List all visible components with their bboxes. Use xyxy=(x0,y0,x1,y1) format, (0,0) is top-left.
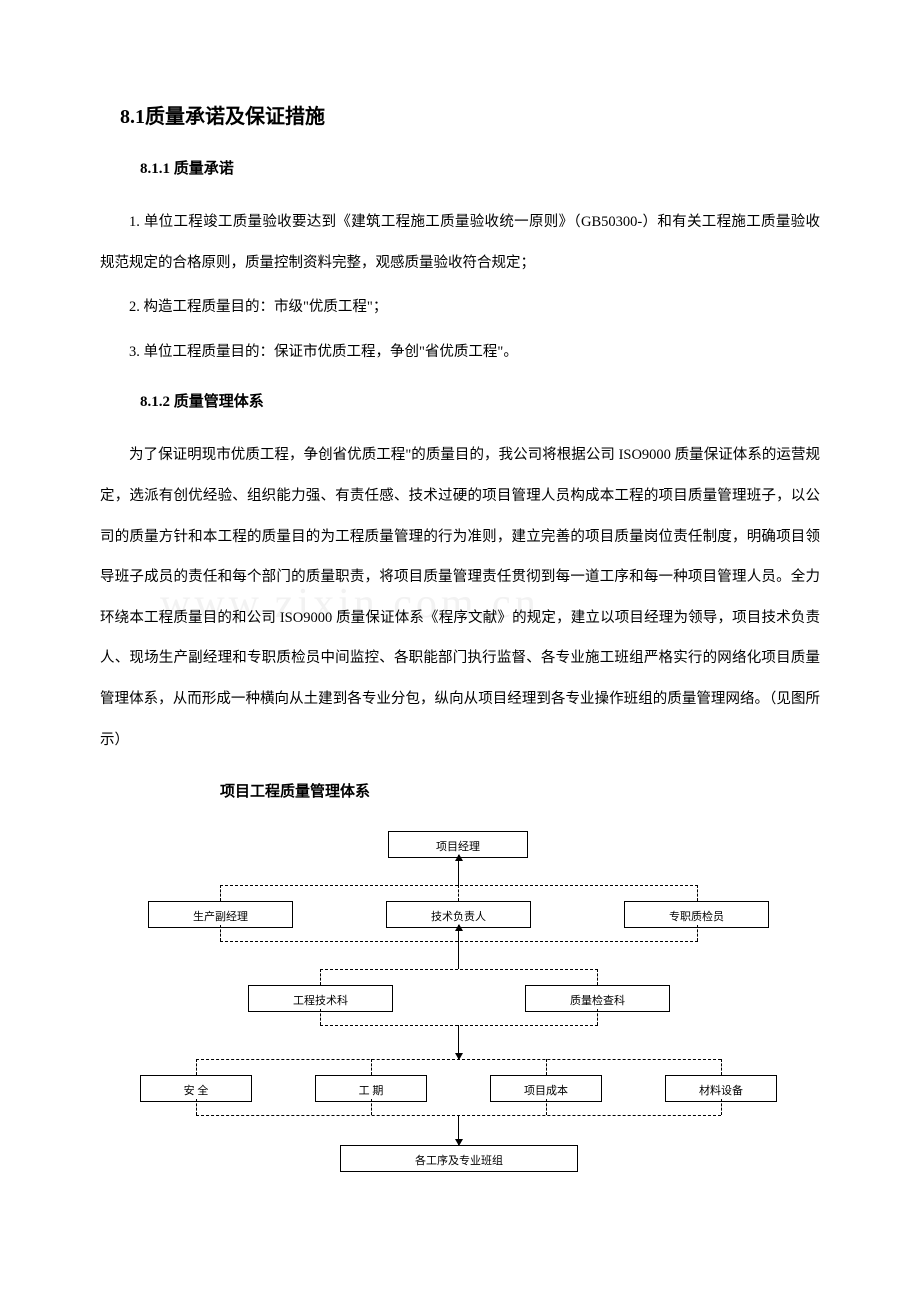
node-qc-dept: 质量检查科 xyxy=(525,985,670,1012)
subsection-8-1-2-title: 8.1.2 质量管理体系 xyxy=(140,390,820,411)
dashed-r3-right xyxy=(597,969,598,985)
diagram-title: 项目工程质量管理体系 xyxy=(220,780,820,801)
arrow-l3-l4 xyxy=(458,1025,459,1059)
dashed-row-2 xyxy=(220,941,698,942)
dashed-row-3 xyxy=(320,969,598,970)
paragraph-3: 3. 单位工程质量目的：保证市优质工程，争创"省优质工程"。 xyxy=(100,332,820,373)
dashed-r1-right xyxy=(697,885,698,901)
dashed-r3-left xyxy=(320,969,321,985)
dashed-r4b-1 xyxy=(196,1099,197,1115)
arrow-l4-l5 xyxy=(458,1115,459,1145)
node-schedule: 工 期 xyxy=(315,1075,427,1102)
dashed-r4b-3 xyxy=(546,1099,547,1115)
paragraph-1: 1. 单位工程竣工质量验收要达到《建筑工程施工质量验收统一原则》（GB50300… xyxy=(100,202,820,283)
dashed-r2-left-d xyxy=(220,925,221,941)
dashed-r1-mid xyxy=(458,885,459,901)
node-deputy-manager: 生产副经理 xyxy=(148,901,293,928)
dashed-r3b-left xyxy=(320,1009,321,1025)
node-work-teams: 各工序及专业班组 xyxy=(340,1145,578,1172)
dashed-row-3b xyxy=(320,1025,598,1026)
dashed-r4-4 xyxy=(721,1059,722,1075)
node-material: 材料设备 xyxy=(665,1075,777,1102)
node-qc-officer: 专职质检员 xyxy=(624,901,769,928)
node-safety: 安 全 xyxy=(140,1075,252,1102)
paragraph-2: 2. 构造工程质量目的：市级"优质工程"； xyxy=(100,287,820,328)
org-chart-diagram: 项目经理 生产副经理 技术负责人 专职质检员 工程技术科 质量检查科 xyxy=(100,831,820,1201)
dashed-r3b-right xyxy=(597,1009,598,1025)
dashed-r4b-2 xyxy=(371,1099,372,1115)
arrow-l1-l2 xyxy=(458,855,459,885)
dashed-r4-3 xyxy=(546,1059,547,1075)
dashed-row-1 xyxy=(220,885,698,886)
arrow-l2-l3 xyxy=(458,925,459,969)
dashed-r1-left xyxy=(220,885,221,901)
paragraph-4: 为了保证明现市优质工程，争创省优质工程"的质量目的，我公司将根据公司 ISO90… xyxy=(100,435,820,760)
dashed-row-4 xyxy=(196,1059,721,1060)
node-eng-dept: 工程技术科 xyxy=(248,985,393,1012)
subsection-8-1-1-title: 8.1.1 质量承诺 xyxy=(140,157,820,178)
dashed-r2-right-d xyxy=(697,925,698,941)
dashed-r4-1 xyxy=(196,1059,197,1075)
node-cost: 项目成本 xyxy=(490,1075,602,1102)
dashed-r4b-4 xyxy=(721,1099,722,1115)
dashed-r4-2 xyxy=(371,1059,372,1075)
section-title: 8.1质量承诺及保证措施 xyxy=(120,100,820,129)
